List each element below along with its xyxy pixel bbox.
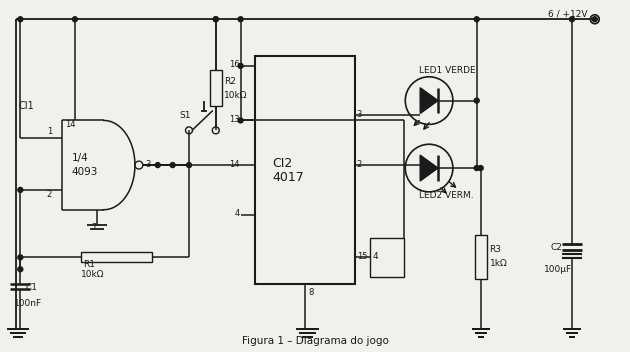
Text: 2: 2 xyxy=(47,190,52,199)
Circle shape xyxy=(238,17,243,22)
Circle shape xyxy=(474,98,479,103)
Text: 1kΩ: 1kΩ xyxy=(490,259,507,268)
Text: 15: 15 xyxy=(357,252,367,261)
Polygon shape xyxy=(420,155,438,181)
Text: 4: 4 xyxy=(372,252,378,261)
Text: LED2 VERM.: LED2 VERM. xyxy=(419,191,474,200)
Circle shape xyxy=(18,267,23,272)
Circle shape xyxy=(186,163,192,168)
Circle shape xyxy=(18,255,23,260)
Bar xyxy=(210,70,222,106)
Circle shape xyxy=(238,118,243,123)
Bar xyxy=(370,238,404,277)
Circle shape xyxy=(570,17,575,22)
Text: C2: C2 xyxy=(550,243,562,252)
Text: 13: 13 xyxy=(229,115,239,124)
Text: 4017: 4017 xyxy=(272,171,304,184)
Text: 10kΩ: 10kΩ xyxy=(81,270,105,279)
Text: 14: 14 xyxy=(65,120,76,129)
Text: 4093: 4093 xyxy=(72,167,98,177)
Text: R2: R2 xyxy=(224,77,236,86)
Bar xyxy=(475,235,486,279)
Circle shape xyxy=(592,17,597,22)
Circle shape xyxy=(72,17,77,22)
Text: 4: 4 xyxy=(234,209,239,218)
Circle shape xyxy=(18,187,23,193)
Text: 8: 8 xyxy=(308,288,314,297)
Text: 7: 7 xyxy=(92,223,97,232)
Text: 10kΩ: 10kΩ xyxy=(224,91,247,100)
Text: 6 / +12V: 6 / +12V xyxy=(548,10,588,19)
Text: 100μF: 100μF xyxy=(544,265,572,274)
Circle shape xyxy=(474,17,479,22)
Text: 100nF: 100nF xyxy=(14,300,42,308)
Text: R3: R3 xyxy=(490,245,501,254)
Polygon shape xyxy=(420,88,438,113)
Text: 2: 2 xyxy=(357,159,362,169)
Bar xyxy=(256,56,355,284)
Circle shape xyxy=(214,17,218,22)
Text: CI1: CI1 xyxy=(18,101,34,111)
Text: 3: 3 xyxy=(357,110,362,119)
Text: LED1 VERDE: LED1 VERDE xyxy=(419,66,476,75)
Circle shape xyxy=(478,165,483,170)
Circle shape xyxy=(170,163,175,168)
Text: R1: R1 xyxy=(83,260,95,269)
Circle shape xyxy=(18,17,23,22)
Text: 1: 1 xyxy=(47,127,52,136)
Text: S1: S1 xyxy=(179,111,191,120)
Circle shape xyxy=(474,165,479,170)
Circle shape xyxy=(238,63,243,68)
Text: Figura 1 – Diagrama do jogo: Figura 1 – Diagrama do jogo xyxy=(241,336,389,346)
Text: CI2: CI2 xyxy=(272,157,292,170)
Text: 16: 16 xyxy=(229,61,239,69)
Circle shape xyxy=(214,17,218,22)
Circle shape xyxy=(155,163,160,168)
Bar xyxy=(81,252,152,262)
Text: 1/4: 1/4 xyxy=(72,153,89,163)
Text: C1: C1 xyxy=(25,283,37,291)
Text: 3: 3 xyxy=(145,159,150,169)
Text: 14: 14 xyxy=(229,159,239,169)
